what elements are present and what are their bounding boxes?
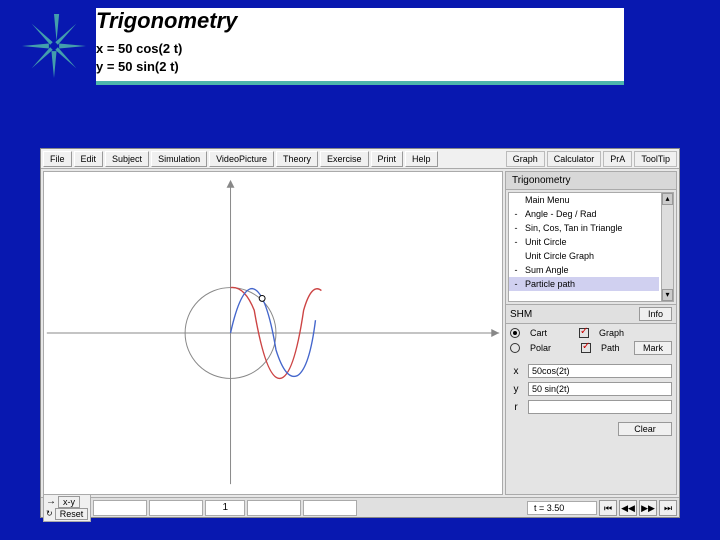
equation-fields: x y r xyxy=(506,362,676,420)
x-label: x xyxy=(510,366,522,377)
list-item: -Angle - Deg / Rad xyxy=(509,207,659,221)
list-scrollbar[interactable]: ▴ ▾ xyxy=(661,193,673,301)
r-input[interactable] xyxy=(528,400,672,414)
center-value[interactable]: 1 xyxy=(205,500,245,516)
shm-row: SHM Info xyxy=(506,304,676,324)
slider-3[interactable] xyxy=(247,500,301,516)
sidebar-title: Trigonometry xyxy=(506,172,676,190)
check-path[interactable] xyxy=(581,343,591,353)
tool-pra[interactable]: PrA xyxy=(603,151,632,167)
arrow-icon: → xyxy=(46,496,56,507)
reset-button[interactable]: Reset xyxy=(55,508,89,520)
nav-first-icon[interactable]: ⏮ xyxy=(599,500,617,516)
y-label: y xyxy=(510,384,522,395)
slide-title: Trigonometry xyxy=(96,8,624,34)
shm-label: SHM xyxy=(510,309,532,320)
star-decoration xyxy=(22,14,86,78)
slider-1[interactable] xyxy=(93,500,147,516)
menu-videopicture[interactable]: VideoPicture xyxy=(209,151,274,167)
particle-dot xyxy=(259,295,265,301)
equation-y: y = 50 sin(2 t) xyxy=(96,58,624,76)
equation-x: x = 50 cos(2 t) xyxy=(96,40,624,58)
tool-graph[interactable]: Graph xyxy=(506,151,545,167)
radio-polar[interactable] xyxy=(510,343,520,353)
check-graph[interactable] xyxy=(579,328,589,338)
sidebar: Trigonometry Main Menu -Angle - Deg / Ra… xyxy=(505,171,677,495)
loop-icon: ↻ xyxy=(46,509,53,518)
curve-blue xyxy=(231,289,316,377)
scroll-down-icon[interactable]: ▾ xyxy=(662,289,673,301)
divider xyxy=(96,81,624,85)
slide-header: Trigonometry x = 50 cos(2 t) y = 50 sin(… xyxy=(0,0,720,85)
list-item: -Unit Circle xyxy=(509,235,659,249)
list-item: -Sum Angle xyxy=(509,263,659,277)
mark-button[interactable]: Mark xyxy=(634,341,672,355)
menu-help[interactable]: Help xyxy=(405,151,438,167)
list-item-selected: -Particle path xyxy=(509,277,659,291)
info-button[interactable]: Info xyxy=(639,307,672,321)
radio-cart[interactable] xyxy=(510,328,520,338)
menu-subject[interactable]: Subject xyxy=(105,151,149,167)
coord-options: Cart Graph Polar Path Mark xyxy=(506,324,676,362)
list-item: Main Menu xyxy=(509,193,659,207)
menu-exercise[interactable]: Exercise xyxy=(320,151,369,167)
y-input[interactable] xyxy=(528,382,672,396)
tool-tooltip[interactable]: ToolTip xyxy=(634,151,677,167)
slider-4[interactable] xyxy=(303,500,357,516)
nav-last-icon[interactable]: ⏭ xyxy=(659,500,677,516)
menu-print[interactable]: Print xyxy=(371,151,404,167)
plot-area[interactable] xyxy=(43,171,503,495)
x-input[interactable] xyxy=(528,364,672,378)
app-body: Trigonometry Main Menu -Angle - Deg / Ra… xyxy=(41,169,679,497)
xy-button[interactable]: x-y xyxy=(58,496,80,508)
topic-list[interactable]: Main Menu -Angle - Deg / Rad -Sin, Cos, … xyxy=(508,192,674,302)
tool-calculator[interactable]: Calculator xyxy=(547,151,602,167)
plot-svg xyxy=(44,172,502,494)
menu-edit[interactable]: Edit xyxy=(74,151,104,167)
time-display: t = 3.50 xyxy=(527,501,597,515)
nav-next-icon[interactable]: ▶▶ xyxy=(639,500,657,516)
menu-simulation[interactable]: Simulation xyxy=(151,151,207,167)
slider-2[interactable] xyxy=(149,500,203,516)
footer-bar: → x-y ↻ Reset 1 t = 3.50 ⏮ ◀◀ ▶▶ ⏭ xyxy=(41,497,679,517)
menu-theory[interactable]: Theory xyxy=(276,151,318,167)
list-item: Unit Circle Graph xyxy=(509,249,659,263)
clear-button[interactable]: Clear xyxy=(618,422,672,436)
slide-background: Trigonometry x = 50 cos(2 t) y = 50 sin(… xyxy=(0,0,720,540)
list-item: -Sin, Cos, Tan in Triangle xyxy=(509,221,659,235)
menubar: File Edit Subject Simulation VideoPictur… xyxy=(41,149,679,169)
r-label: r xyxy=(510,402,522,413)
nav-prev-icon[interactable]: ◀◀ xyxy=(619,500,637,516)
scroll-up-icon[interactable]: ▴ xyxy=(662,193,673,205)
menu-file[interactable]: File xyxy=(43,151,72,167)
app-window: File Edit Subject Simulation VideoPictur… xyxy=(40,148,680,518)
